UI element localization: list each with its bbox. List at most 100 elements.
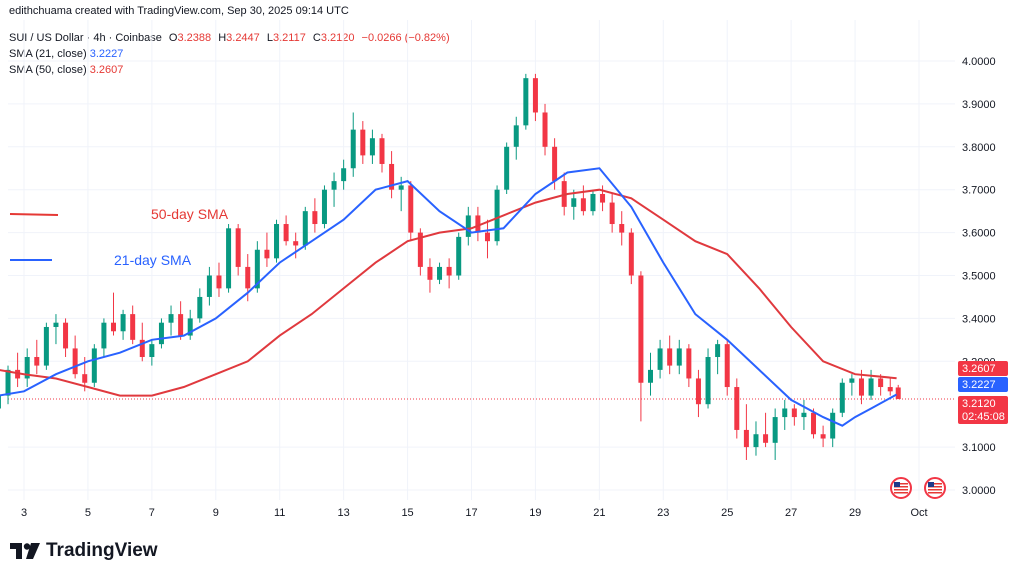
legend-ohlc-row: SUI / US Dollar · 4h · Coinbase O3.2388 … <box>9 30 450 46</box>
candle <box>504 142 510 194</box>
candle <box>475 206 481 242</box>
legend-high-label: H <box>218 32 227 44</box>
price-label-bg <box>958 361 1008 376</box>
x-tick-label: 27 <box>785 507 797 519</box>
us-flag-icon[interactable] <box>890 477 912 499</box>
chart-credit: edithchuama created with TradingView.com… <box>9 5 349 17</box>
candle-body <box>456 236 462 276</box>
price-label-countdown: 02:45:08 <box>962 411 1005 423</box>
candle-body <box>82 374 88 383</box>
candle-body <box>312 211 318 225</box>
candle <box>120 309 126 340</box>
candle <box>158 318 164 349</box>
flag-stripe <box>894 489 908 491</box>
candle <box>417 228 423 276</box>
candle-body <box>427 266 433 280</box>
candle <box>178 301 184 340</box>
flag-canton <box>928 482 934 487</box>
candle <box>609 193 615 233</box>
candle <box>811 408 817 439</box>
candle-body <box>398 185 404 190</box>
candle-body <box>763 434 769 443</box>
candle <box>523 73 529 130</box>
candle <box>206 266 212 306</box>
event-flags <box>890 477 946 499</box>
flag-stripe <box>894 483 908 485</box>
y-tick-label: 3.1000 <box>962 442 996 454</box>
x-tick-label: 7 <box>149 507 155 519</box>
candle-body <box>360 129 366 156</box>
legend-sma21-label: SMA (21, close) <box>9 48 87 60</box>
price-label-value: 3.2120 <box>962 398 996 410</box>
tradingview-logo-icon <box>10 543 40 559</box>
candle-body <box>341 168 347 182</box>
candle-body <box>331 181 337 190</box>
candle <box>542 103 548 156</box>
candle-body <box>494 189 500 242</box>
y-tick-label: 3.5000 <box>962 271 996 283</box>
legend-sma50-row[interactable]: SMA (50, close) 3.2607 <box>9 62 450 78</box>
candle-body <box>772 417 778 443</box>
candle <box>580 185 586 216</box>
time-axis: 3 5 7 9 11 13 15 17 19 21 23 25 27 29 Oct <box>21 507 928 519</box>
candle <box>293 232 299 259</box>
candle-body <box>590 193 596 212</box>
candle <box>772 408 778 460</box>
flag-ring <box>924 477 946 499</box>
candle-body <box>734 387 740 430</box>
legend-sma21-row[interactable]: SMA (21, close) 3.2227 <box>9 46 450 62</box>
candle-body <box>523 78 529 126</box>
candle <box>216 262 222 297</box>
annotation-50-day-line <box>9 213 59 216</box>
legend-symbol[interactable]: SUI / US Dollar · 4h · Coinbase <box>9 32 162 44</box>
price-label-bg <box>958 377 1008 392</box>
candle <box>379 133 385 173</box>
legend-open-label: O <box>168 32 178 44</box>
legend-close-label: C <box>312 32 321 44</box>
candle <box>878 374 884 396</box>
candle <box>830 408 836 448</box>
candle-body <box>724 344 730 388</box>
price-label: 3.2227 <box>958 377 1008 392</box>
candle <box>235 224 241 276</box>
candle <box>648 352 653 396</box>
candle <box>839 378 845 418</box>
candle <box>532 73 538 122</box>
tradingview-logo-text: TradingView <box>46 540 158 561</box>
candle-body <box>91 348 97 383</box>
candle <box>24 348 30 388</box>
tradingview-logo[interactable]: TradingView <box>10 540 158 562</box>
candle-body <box>600 193 606 203</box>
candle-body <box>878 378 884 388</box>
flag-stripe <box>894 492 908 494</box>
chart-legend: SUI / US Dollar · 4h · Coinbase O3.2388 … <box>9 30 450 78</box>
candle <box>513 116 519 160</box>
candle-body <box>753 434 759 448</box>
candle-body <box>369 138 375 156</box>
candle-body <box>811 412 817 435</box>
candle-body <box>858 378 864 396</box>
candle-body <box>695 378 701 405</box>
candle <box>312 198 318 233</box>
candle-body <box>638 275 644 383</box>
candle-body <box>657 348 663 370</box>
candle-body <box>648 369 653 383</box>
us-flag-icon[interactable] <box>924 477 946 499</box>
candle <box>676 339 682 375</box>
candle <box>724 339 730 396</box>
candle-body <box>676 348 682 366</box>
candle-body <box>465 215 471 237</box>
legend-close: 3.2120 <box>320 32 355 44</box>
candle-body <box>715 344 721 358</box>
x-tick-label: Oct <box>910 507 927 519</box>
candle <box>408 181 414 242</box>
candle-body <box>868 378 874 396</box>
candle-body <box>705 357 711 405</box>
legend-high: 3.2447 <box>226 32 260 44</box>
candle <box>101 318 107 358</box>
candle-body <box>667 348 673 366</box>
x-tick-label: 9 <box>213 507 219 519</box>
candle-body <box>839 382 845 413</box>
candle <box>360 121 366 164</box>
